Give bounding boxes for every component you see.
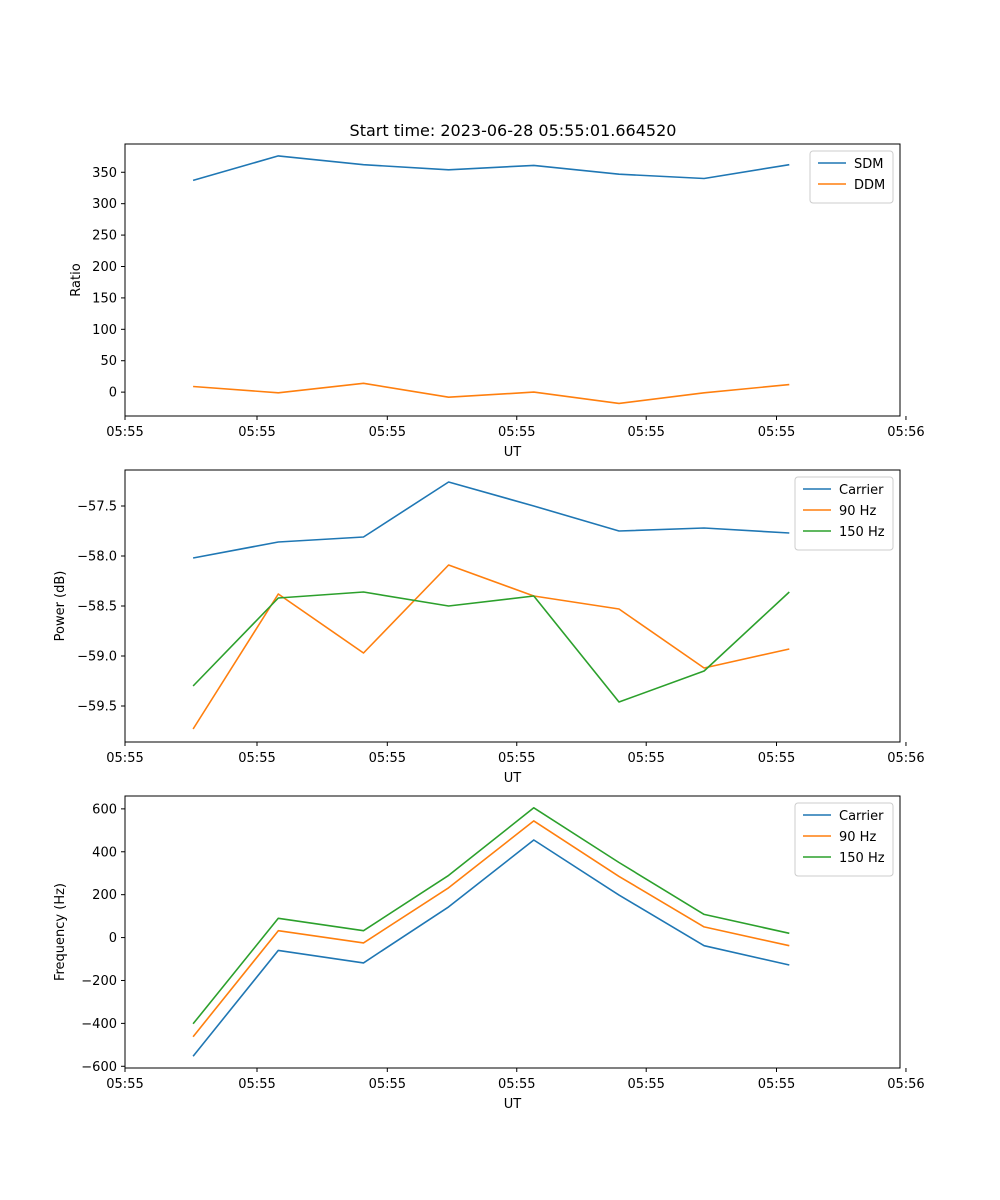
x-axis-label: UT [504,445,522,460]
legend-label: 90 Hz [839,830,876,845]
y-tick-label: 100 [92,323,117,338]
chart-title: Start time: 2023-06-28 05:55:01.664520 [350,121,677,140]
y-tick-label: −58.5 [77,600,117,615]
legend-label: 90 Hz [839,504,876,519]
y-tick-label: −59.5 [77,700,117,715]
x-axis-label: UT [504,771,522,786]
x-tick-label: 05:55 [758,751,795,766]
series-line-150-hz [192,806,790,1025]
x-tick-label: 05:55 [369,1077,406,1092]
y-axis-label: Power (dB) [53,571,68,642]
x-tick-label: 05:55 [369,425,406,440]
series-line-sdm [192,155,790,182]
y-tick-label: 150 [92,291,117,306]
x-tick-label: 05:55 [498,751,535,766]
series-line-carrier [192,481,790,559]
x-tick-label: 05:55 [106,751,143,766]
legend-label: 150 Hz [839,851,885,866]
legend-box [809,150,894,204]
x-tick-label: 05:55 [238,425,275,440]
y-tick-label: 200 [92,888,117,903]
y-tick-label: 0 [109,931,117,946]
series-line-90-hz [192,820,790,1038]
series-line-ddm [193,382,790,405]
y-tick-label: 50 [100,354,117,369]
x-tick-label: 05:55 [106,1077,143,1092]
legend-label: 150 Hz [839,525,885,540]
y-tick-label: 200 [92,260,117,275]
y-tick-label: 600 [92,802,117,817]
series-line-90-hz [192,564,790,730]
x-tick-label: 05:55 [627,751,664,766]
panel-2: −59.5 −59.0 −58.5 −58.0 −57.5 05:55 05:55 05:55… [53,469,925,786]
x-tick-label: 05:55 [106,425,143,440]
y-tick-label: −57.5 [77,500,117,515]
x-axis-label: UT [504,1097,522,1112]
y-axis-label: Ratio [69,263,84,296]
x-tick-label: 05:55 [758,1077,795,1092]
legend-label: Carrier [839,809,884,824]
panel-3: −600 −400 −200 0 200 400 600 05:55 05:55 05:55 05:… [53,795,925,1112]
axes-frame [124,143,901,417]
y-tick-label: −200 [81,974,117,989]
y-tick-label: −59.0 [77,650,117,665]
y-tick-label: 250 [92,229,117,244]
axes-frame [124,795,901,1069]
x-tick-label: 05:55 [498,425,535,440]
x-tick-label: 05:56 [887,751,924,766]
x-tick-label: 05:55 [369,751,406,766]
x-tick-label: 05:56 [887,425,924,440]
y-tick-label: 300 [92,197,117,212]
series-line-carrier [192,839,790,1057]
x-tick-label: 05:55 [498,1077,535,1092]
y-tick-label: −58.0 [77,550,117,565]
y-tick-label: 350 [92,166,117,181]
x-tick-label: 05:56 [887,1077,924,1092]
y-tick-label: 0 [109,386,117,401]
x-tick-label: 05:55 [627,1077,664,1092]
series-line-150-hz [192,591,790,703]
x-tick-label: 05:55 [627,425,664,440]
x-tick-label: 05:55 [238,1077,275,1092]
legend-label: SDM [854,157,883,172]
y-tick-label: 400 [92,845,117,860]
panel-1: 0 50 100 150 200 250 300 350 05:55 05:55 05:55 05:5… [69,143,925,460]
legend-label: DDM [854,178,885,193]
y-tick-label: −400 [81,1017,117,1032]
panels: 0 50 100 150 200 250 300 350 05:55 05:55 05:55 05:5… [53,143,925,1112]
y-axis-label: Frequency (Hz) [53,883,68,981]
y-tick-label: −600 [81,1060,117,1075]
x-tick-label: 05:55 [758,425,795,440]
x-tick-label: 05:55 [238,751,275,766]
legend-label: Carrier [839,483,884,498]
